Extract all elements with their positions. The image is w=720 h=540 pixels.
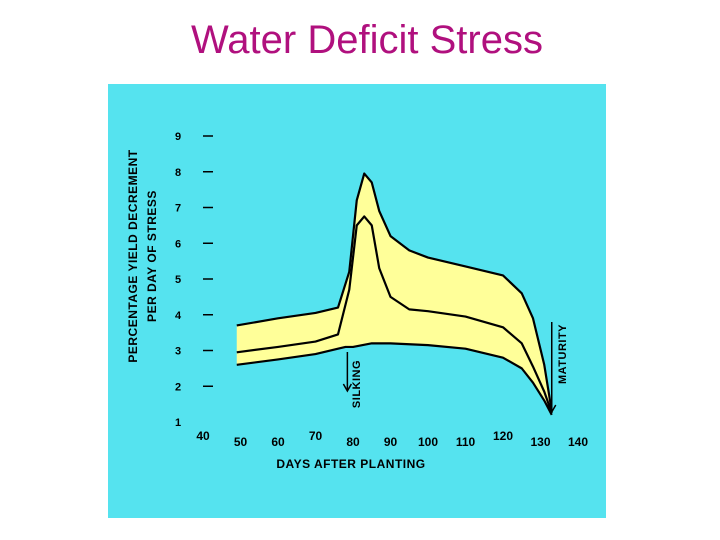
y-axis-title-line: PER DAY OF STRESS [145, 190, 159, 322]
y-axis-title-line: PERCENTAGE YIELD DECREMENT [126, 149, 140, 362]
series-line-lower [236, 342, 553, 416]
x-axis-title: DAYS AFTER PLANTING [276, 457, 425, 471]
slide-title: Water Deficit Stress [191, 18, 543, 62]
silking-arrow-head [342, 383, 353, 393]
x-tick-label: 110 [456, 435, 476, 449]
y-tick-label: 2 [175, 381, 181, 393]
series-line-middle [236, 215, 553, 414]
x-tick-label: 140 [568, 435, 588, 449]
yield-decrement-chart: 1 2 3 4 5 6 7 8 9 40 50 60 70 80 90 100 110 120 130 140 DAYS… [126, 131, 588, 471]
x-tick-label: 80 [346, 435, 360, 449]
x-tick-label: 130 [530, 435, 550, 449]
x-tick-label: 40 [196, 429, 210, 443]
x-tick-label: 50 [234, 435, 248, 449]
y-tick-label: 9 [175, 131, 181, 143]
y-tick-label: 4 [175, 310, 182, 322]
y-tick-label: 6 [175, 238, 181, 250]
chart-panel: 1 2 3 4 5 6 7 8 9 40 50 60 70 80 90 100 110 120 130 140 DAYS… [108, 84, 606, 518]
y-tick-label: 7 [175, 203, 181, 215]
silking-label: SILKING [351, 360, 363, 408]
x-tick-label: 120 [493, 429, 513, 443]
y-tick-label: 8 [175, 167, 181, 179]
maturity-arrow-head [547, 404, 557, 414]
stress-band-fill [236, 173, 552, 415]
x-tick-label: 90 [384, 435, 398, 449]
maturity-label: MATURITY [557, 324, 569, 384]
x-tick-label: 70 [309, 429, 323, 443]
y-tick-label: 5 [175, 274, 181, 286]
y-tick-label: 1 [175, 417, 181, 429]
y-tick-label: 3 [175, 346, 181, 358]
x-tick-label: 100 [418, 435, 438, 449]
series-line-upper [236, 172, 553, 412]
x-tick-label: 60 [271, 435, 285, 449]
